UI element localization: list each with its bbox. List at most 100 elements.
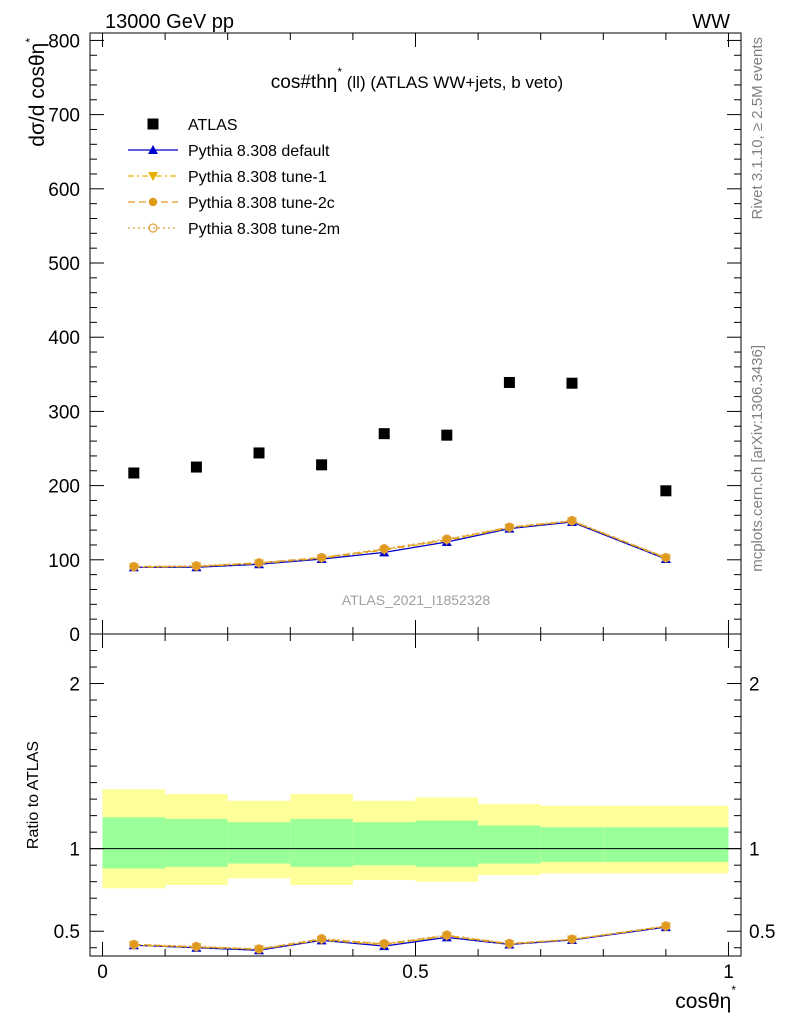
data-point-tune2m — [316, 552, 327, 563]
ratio-y-axis-label: Ratio to ATLAS — [25, 741, 42, 849]
ratio-point-tune2m — [129, 939, 139, 950]
data-point-tune2c — [317, 553, 326, 562]
data-point-atlas — [660, 485, 672, 497]
ratio-y-tick-label-right: 1 — [749, 840, 760, 861]
ratio-point-tune2c — [254, 944, 264, 954]
main-y-tick-label: 500 — [48, 254, 80, 275]
ratio-uncertainty-band-inner — [415, 820, 479, 867]
ratio-point-tune2m — [316, 934, 327, 944]
data-point-atlas — [441, 429, 453, 441]
legend-marker-tune1 — [148, 172, 158, 181]
ratio-uncertainty-band-inner — [352, 822, 416, 866]
data-point-tune2m — [129, 561, 139, 572]
main-y-tick-label: 800 — [48, 31, 80, 52]
ratio-uncertainty-band-inner — [290, 818, 353, 867]
ratio-point-tune2c — [505, 939, 514, 948]
ratio-point-tune2c — [567, 935, 577, 944]
data-point-atlas — [253, 447, 265, 459]
legend-label-tune2c: Pythia 8.308 tune-2c — [188, 195, 335, 212]
legend-marker-tune2m — [148, 223, 158, 233]
ratio-point-tune2m — [191, 941, 202, 952]
ratio-point-tune2c — [442, 931, 452, 940]
ratio-point-tune2m — [504, 938, 515, 949]
data-point-tune2m — [191, 561, 202, 571]
ratio-point-tune2c — [129, 940, 139, 949]
plot-title-main: cos#thη — [271, 72, 338, 93]
ratio-plot-frame — [89, 633, 742, 957]
ratio-y-tick-label: 2 — [69, 675, 80, 696]
legend-label-tune1: Pythia 8.308 tune-1 — [188, 169, 327, 186]
x-axis-label-sup: * — [731, 983, 736, 997]
plot-title-sup: * — [337, 65, 342, 79]
ratio-uncertainty-band-inner — [227, 822, 291, 864]
data-point-atlas — [128, 467, 140, 479]
main-y-tick-label: 200 — [48, 477, 80, 498]
data-point-atlas — [190, 461, 202, 473]
legend: ATLAS Pythia 8.308 default Pythia 8.308 tu… — [128, 117, 340, 238]
data-point-tune2m — [379, 544, 389, 554]
data-point-atlas — [503, 376, 515, 388]
data-point-tune2c — [661, 553, 671, 562]
main-y-tick-label: 300 — [48, 402, 80, 423]
legend-label-default: Pythia 8.308 default — [188, 143, 330, 160]
data-point-tune2c — [254, 558, 264, 568]
data-point-tune2m — [442, 534, 452, 544]
ratio-point-tune2c — [317, 934, 326, 944]
ratio-uncertainty-band-inner — [603, 827, 729, 862]
data-point-atlas — [316, 459, 328, 471]
plot-title-rest: (ll) (ATLAS WW+jets, b veto) — [342, 73, 563, 92]
main-y-tick-label: 0 — [69, 625, 80, 646]
ratio-y-tick-label-right: 2 — [749, 675, 760, 696]
ratio-point-tune2m — [442, 930, 452, 940]
main-y-tick-label: 700 — [48, 106, 80, 127]
header-energy: 13000 GeV pp — [105, 11, 234, 33]
ratio-panel: 0.5 0.5 1 1 2 2 0 0.5 1 Ratio to ATLAS cosθη* — [25, 633, 775, 1013]
rivet-version-text: Rivet 3.1.10, ≥ 2.5M events — [749, 37, 766, 220]
legend-marker-tune2c — [148, 197, 158, 207]
header-process: WW — [692, 11, 730, 33]
ratio-point-tune2m — [661, 921, 671, 931]
main-y-tick-label: 400 — [48, 328, 80, 349]
x-axis-label: cosθη* — [675, 983, 736, 1013]
x-tick-label: 1 — [723, 962, 734, 983]
ratio-line-tune2c — [133, 925, 666, 950]
x-axis-label-text: cosθη — [675, 990, 731, 1013]
data-point-tune2m — [567, 515, 577, 526]
data-point-tune2m — [254, 558, 264, 568]
legend-marker-default — [148, 145, 158, 154]
x-tick-label: 0.5 — [402, 962, 428, 983]
legend-label-tune2m: Pythia 8.308 tune-2m — [188, 221, 340, 238]
data-point-tune2m — [504, 522, 515, 532]
main-y-tick-label: 600 — [48, 180, 80, 201]
ratio-y-tick-label: 1 — [69, 840, 80, 861]
ratio-point-tune2m — [567, 934, 577, 944]
analysis-watermark: ATLAS_2021_I1852328 — [342, 592, 491, 608]
ratio-point-tune2c — [661, 922, 671, 931]
ratio-point-tune2c — [379, 939, 389, 949]
ratio-point-tune2c — [192, 942, 201, 952]
ratio-y-tick-label-right: 0.5 — [749, 922, 775, 943]
mcplots-text: mcplots.cern.ch [arXiv:1306.3436] — [749, 345, 766, 572]
ratio-uncertainty-band-inner — [165, 818, 228, 867]
data-point-tune2c — [505, 522, 514, 532]
data-point-tune2c — [129, 562, 139, 571]
data-point-atlas — [378, 428, 390, 440]
main-y-tick-label: 100 — [48, 551, 80, 572]
ratio-line-default — [133, 926, 666, 951]
ratio-y-tick-label: 0.5 — [54, 922, 80, 943]
x-tick-label: 0 — [97, 962, 108, 983]
legend-marker-atlas — [147, 118, 159, 130]
ratio-point-tune2m — [379, 938, 389, 949]
main-y-axis-label: dσ/d cosθη* — [23, 38, 49, 147]
series-line-default — [133, 521, 667, 568]
ratio-uncertainty-band-inner — [478, 825, 541, 864]
data-point-tune2m — [661, 552, 671, 563]
main-y-axis-label-sup: * — [23, 38, 37, 43]
ratio-uncertainty-band-inner — [540, 827, 604, 862]
ratio-point-tune2m — [254, 944, 264, 954]
data-point-atlas — [566, 377, 578, 389]
plot-title: cos#thη* (ll) (ATLAS WW+jets, b veto) — [271, 65, 563, 93]
main-y-axis-label-text: dσ/d cosθη — [26, 43, 49, 147]
